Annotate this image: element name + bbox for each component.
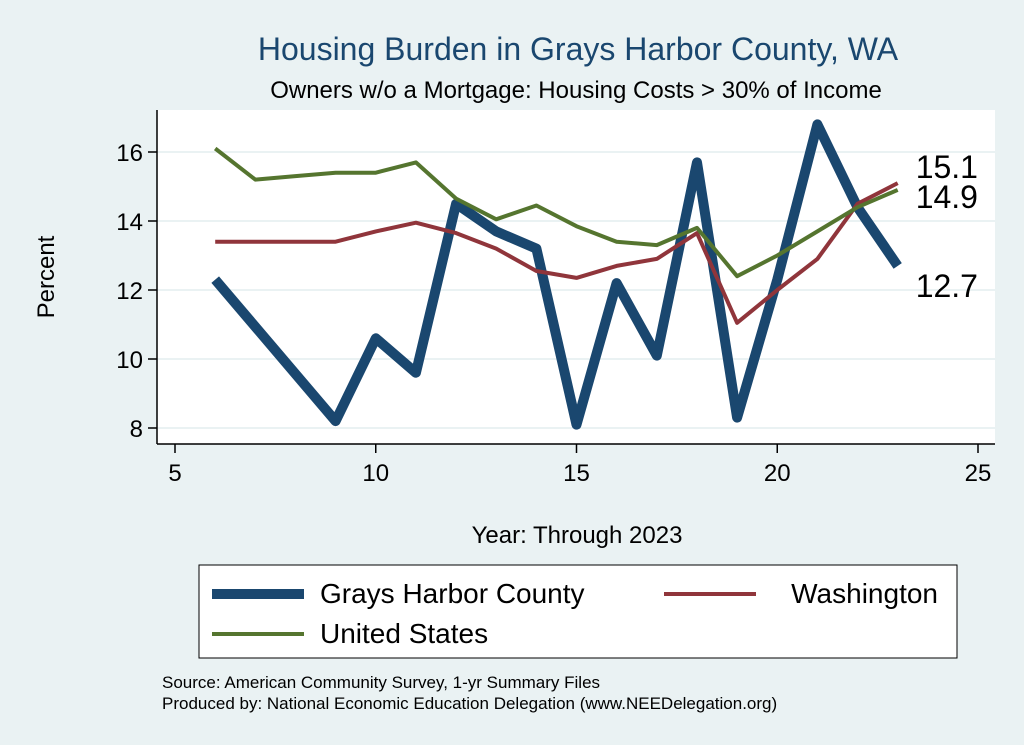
legend-label-grays-harbor-county: Grays Harbor County [320,578,585,609]
series-line-united-states [213,146,899,279]
end-label-washington: 15.1 [916,149,978,185]
x-tick-label: 5 [168,460,181,487]
x-tick-label: 20 [764,460,791,487]
y-tick-label: 16 [116,140,143,167]
chart-title: Housing Burden in Grays Harbor County, W… [258,31,899,67]
x-tick-label: 10 [362,460,389,487]
legend: Grays Harbor County Washington United Stat… [198,564,958,659]
producer-note: Produced by: National Economic Education… [162,694,777,713]
x-tick-label: 15 [563,460,590,487]
y-tick-label: 8 [130,416,143,443]
legend-box [198,564,958,659]
y-axis-label: Percent [33,235,60,318]
legend-label-united-states: United States [320,618,488,649]
end-labels: 12.7 15.114.9 [916,149,978,304]
x-tick-label: 25 [965,460,992,487]
y-tick-label: 14 [116,209,143,236]
legend-items: Grays Harbor County Washington United Stat… [212,578,938,649]
end-label-united-states: 14.9 [916,179,978,215]
chart-subtitle: Owners w/o a Mortgage: Housing Costs > 3… [270,77,882,104]
end-label-grays-harbor-county: 12.7 [916,268,978,304]
y-tick-label: 12 [116,278,143,305]
axes: 8 10 12 14 16 5 10 15 20 25 [116,110,995,487]
series-layer [211,119,902,430]
series-line-grays-harbor-county [211,119,902,430]
y-tick-label: 10 [116,347,143,374]
source-note: Source: American Community Survey, 1-yr … [162,673,600,692]
x-axis-label: Year: Through 2023 [472,522,683,549]
legend-label-washington: Washington [791,578,938,609]
series-line-washington [215,181,899,325]
